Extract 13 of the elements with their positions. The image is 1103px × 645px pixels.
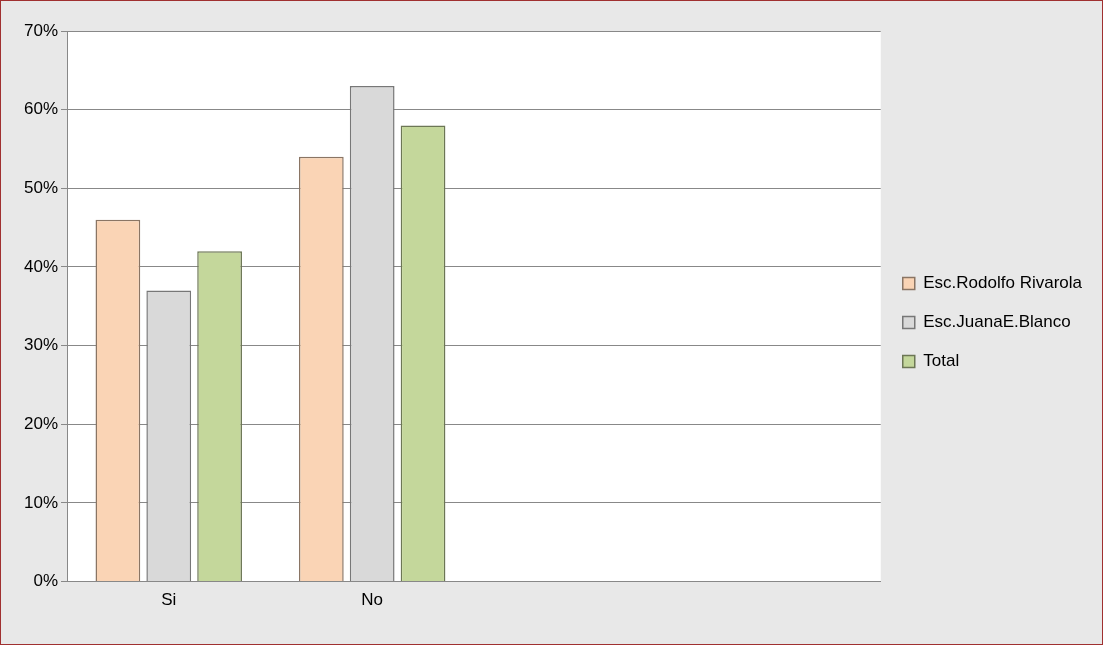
y-tick-label: 60% xyxy=(23,99,59,119)
legend-label: Esc.JuanaE.Blanco xyxy=(923,312,1071,332)
y-tick-label: 10% xyxy=(23,492,59,512)
legend-label: Total xyxy=(923,351,960,371)
y-tick-label: 0% xyxy=(33,571,59,591)
y-tick-label: 40% xyxy=(23,256,59,276)
x-tick-label: Si xyxy=(161,590,177,610)
y-tick-label: 50% xyxy=(23,178,59,197)
x-tick-label: No xyxy=(361,590,384,610)
y-tick-label: 20% xyxy=(23,413,59,433)
y-tick-label: 70% xyxy=(23,20,59,40)
legend-label: Esc.Rodolfo Rivarola xyxy=(923,273,1083,293)
y-tick-label: 30% xyxy=(23,335,59,355)
